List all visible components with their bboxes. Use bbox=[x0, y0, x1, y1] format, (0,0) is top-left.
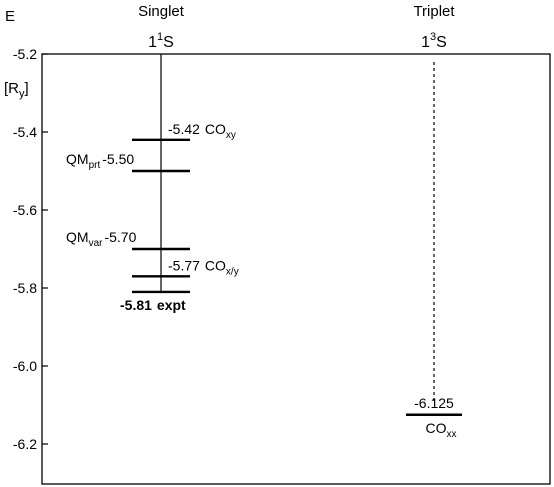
method-subscript: var bbox=[89, 238, 104, 249]
method-subscript: x/y bbox=[226, 266, 239, 277]
y-axis-label: E bbox=[5, 8, 15, 25]
level-label: QMvar -5.70 bbox=[66, 229, 137, 249]
level-value: -5.70 bbox=[104, 229, 136, 245]
level-value: -6.125 bbox=[414, 395, 454, 411]
y-tick-label: -6.2 bbox=[13, 436, 37, 452]
y-tick-label: -5.2 bbox=[13, 46, 37, 62]
method-name: QM bbox=[66, 151, 89, 167]
method-name: QM bbox=[66, 229, 89, 245]
level-value: -5.77 bbox=[168, 257, 200, 273]
state-prefix: 1 bbox=[148, 34, 157, 51]
y-tick-label: -5.4 bbox=[13, 124, 37, 140]
level-label: QMprt -5.50 bbox=[66, 151, 134, 171]
state-superscript: 1 bbox=[157, 31, 163, 43]
level-value: -5.81 bbox=[120, 297, 152, 313]
level-value: -5.42 bbox=[168, 121, 200, 137]
column-title-singlet: Singlet bbox=[138, 3, 185, 20]
level-label: COxx bbox=[426, 420, 457, 440]
state-letter: S bbox=[163, 34, 174, 51]
y-tick-label: -5.8 bbox=[13, 280, 37, 296]
state-label-singlet: 11S bbox=[148, 31, 174, 51]
column-title-triplet: Triplet bbox=[413, 3, 455, 20]
level-label: -5.77 COx/y bbox=[168, 257, 239, 277]
state-prefix: 1 bbox=[421, 34, 430, 51]
method-subscript: prt bbox=[89, 160, 101, 171]
level-label: -5.42 COxy bbox=[168, 121, 236, 141]
state-label-triplet: 13S bbox=[421, 31, 447, 51]
y-tick-label: -6.0 bbox=[13, 358, 37, 374]
method-name: CO bbox=[426, 420, 447, 436]
level-label: -5.81 expt bbox=[120, 297, 186, 313]
y-tick-label: -5.6 bbox=[13, 202, 37, 218]
method-subscript: xy bbox=[226, 130, 236, 141]
state-letter: S bbox=[436, 34, 447, 51]
state-superscript: 3 bbox=[430, 31, 436, 43]
y-axis-unit: [Ry] bbox=[4, 80, 29, 100]
plot-frame bbox=[41, 53, 551, 485]
method-name: CO bbox=[205, 257, 226, 273]
method-name: expt bbox=[157, 297, 186, 313]
level-value: -5.50 bbox=[102, 151, 134, 167]
method-name: CO bbox=[205, 121, 226, 137]
method-subscript: xx bbox=[447, 429, 457, 440]
